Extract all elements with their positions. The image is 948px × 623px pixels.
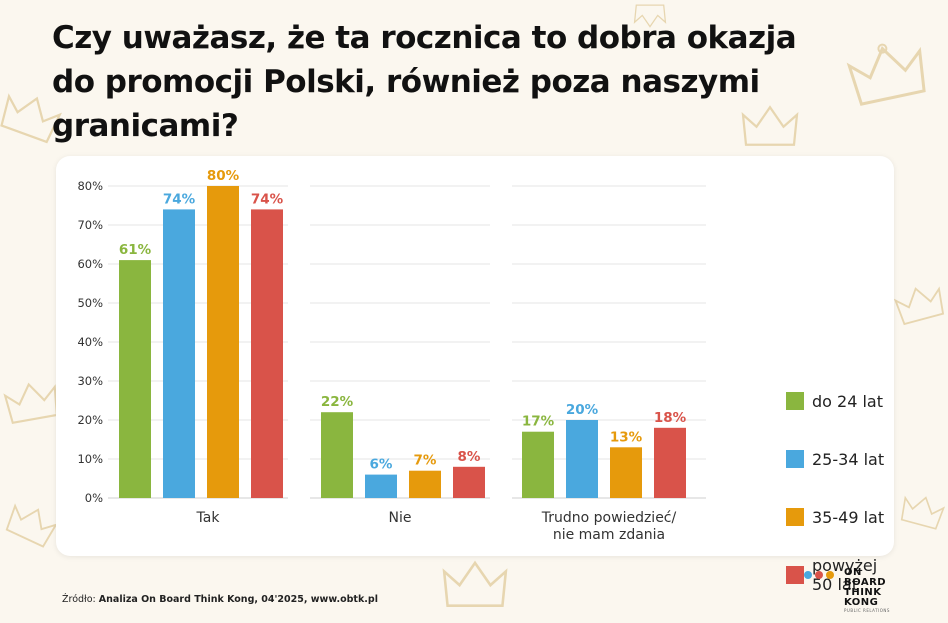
x-category-label: Nie [389, 510, 412, 526]
bar [365, 474, 397, 498]
crown-decoration [0, 492, 64, 558]
data-label: 7% [414, 453, 437, 469]
page-title: Czy uważasz, że ta rocznica to dobra oka… [52, 16, 812, 148]
logo-dot [815, 571, 823, 579]
y-tick-label: 20% [77, 413, 103, 427]
y-tick-label: 0% [85, 491, 103, 505]
bar [453, 466, 485, 498]
crown-decoration [740, 100, 800, 155]
title-line: granicami? [52, 108, 239, 144]
legend-item: 25-34 lat [786, 449, 894, 469]
bar [566, 420, 598, 498]
crown-decoration [842, 32, 935, 117]
y-tick-label: 80% [77, 179, 103, 193]
crown-decoration [620, 0, 680, 30]
legend-item: do 24 lat [786, 391, 894, 411]
logo-tagline: PUBLIC RELATIONS [844, 608, 890, 613]
y-tick-label: 70% [77, 218, 103, 232]
legend-swatch [786, 566, 804, 584]
data-label: 61% [119, 242, 152, 258]
y-tick-label: 40% [77, 335, 103, 349]
data-label: 17% [522, 414, 555, 430]
legend-item: powyżej 50 lat [786, 556, 894, 594]
legend-swatch [786, 508, 804, 526]
bar-chart: 0% 10% 20% 30% 40% 50% 60% 70% 80% 61% 74% 80% 74% Ta… [77, 168, 706, 543]
data-label: 74% [251, 191, 284, 207]
crown-decoration [889, 274, 948, 335]
crown-decoration [895, 485, 948, 539]
bar [522, 431, 554, 498]
y-tick-label: 50% [77, 296, 103, 310]
bar [207, 186, 239, 498]
crown-decoration [0, 81, 68, 153]
y-tick-label: 30% [77, 374, 103, 388]
title-line: Czy uważasz, że ta rocznica to dobra oka… [52, 20, 797, 56]
chart-legend: do 24 lat 25-34 lat 35-49 lat powyżej 50 la… [786, 391, 894, 623]
y-tick-label: 10% [77, 452, 103, 466]
logo-dots [804, 571, 834, 579]
bar [610, 447, 642, 498]
bar [321, 412, 353, 498]
bar [409, 470, 441, 498]
x-category-label: nie mam zdania [553, 527, 665, 543]
logo-dot [826, 571, 834, 579]
data-label: 8% [458, 449, 481, 465]
bar [654, 427, 686, 498]
bar [251, 209, 283, 498]
title-line: do promocji Polski, również poza naszymi [52, 64, 760, 100]
source-note: Źródło: Analiza On Board Think Kong, 04'… [62, 594, 378, 605]
legend-item: 35-49 lat [786, 507, 894, 527]
chart-card: 0% 10% 20% 30% 40% 50% 60% 70% 80% 61% 74% 80% 74% Ta… [56, 156, 894, 594]
bar [119, 260, 151, 498]
logo-line: ON [844, 567, 862, 578]
data-label: 20% [566, 402, 599, 418]
logo-dot [804, 571, 812, 579]
logo-line: THINK [844, 587, 882, 598]
legend-label: powyżej 50 lat [812, 556, 878, 594]
logo-line: BOARD [844, 577, 887, 588]
x-category-label: Trudno powiedzieć/ [541, 510, 677, 526]
bar [163, 209, 195, 498]
legend-label: 25-34 lat [812, 449, 885, 469]
logo-wordmark: ON BOARD THINK KONG PUBLIC RELATIONS [844, 568, 924, 614]
legend-label: 35-49 lat [812, 507, 885, 527]
data-label: 18% [654, 410, 687, 426]
legend-swatch [786, 392, 804, 410]
data-label: 22% [321, 394, 354, 410]
legend-swatch [786, 450, 804, 468]
x-category-label: Tak [196, 510, 221, 526]
crown-decoration [440, 556, 510, 616]
logo-line: KONG [844, 597, 879, 608]
legend-label: do 24 lat [812, 391, 883, 411]
data-label: 6% [370, 457, 393, 473]
source-prefix: Źródło: [62, 594, 96, 605]
y-tick-label: 60% [77, 257, 103, 271]
crown-decoration [0, 374, 64, 433]
data-label: 80% [207, 168, 240, 184]
data-label: 74% [163, 191, 196, 207]
source-text: Analiza On Board Think Kong, 04'2025, ww… [98, 594, 378, 605]
data-label: 13% [610, 429, 643, 445]
